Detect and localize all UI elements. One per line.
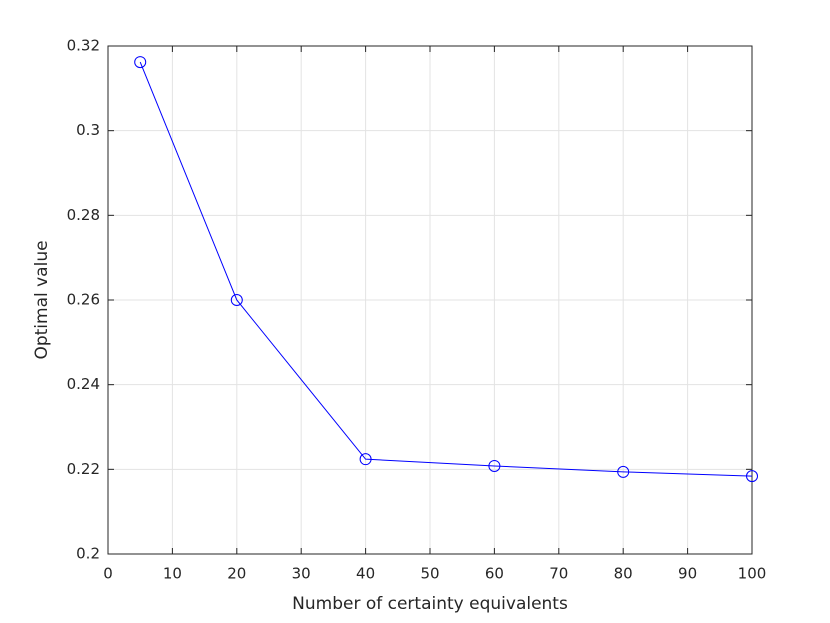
y-tick-label: 0.3	[76, 121, 100, 139]
line-series	[139, 61, 753, 477]
x-tick-label: 40	[356, 565, 375, 583]
marker	[134, 56, 147, 69]
y-tick-label: 0.2	[76, 545, 100, 563]
x-tick-label: 20	[227, 565, 246, 583]
y-tick-label: 0.22	[67, 460, 100, 478]
y-axis-label: Optimal value	[32, 240, 52, 359]
y-tick-label: 0.26	[67, 291, 100, 309]
y-tick-label: 0.28	[67, 206, 100, 224]
x-tick-label: 100	[738, 565, 767, 583]
y-tick-label: 0.24	[67, 375, 100, 393]
x-axis-label: Number of certainty equivalents	[292, 594, 568, 614]
marker	[359, 453, 372, 466]
x-tick-label: 10	[163, 565, 182, 583]
x-tick-label: 60	[485, 565, 504, 583]
marker	[617, 465, 630, 478]
marker	[230, 294, 243, 306]
x-tick-label: 50	[420, 565, 439, 583]
x-tick-label: 90	[678, 565, 697, 583]
marker	[488, 459, 501, 472]
x-tick-label: 0	[103, 565, 113, 583]
x-tick-label: 30	[292, 565, 311, 583]
x-tick-label: 70	[549, 565, 568, 583]
marker	[746, 470, 758, 483]
y-tick-label: 0.32	[67, 37, 100, 55]
x-tick-label: 80	[614, 565, 633, 583]
